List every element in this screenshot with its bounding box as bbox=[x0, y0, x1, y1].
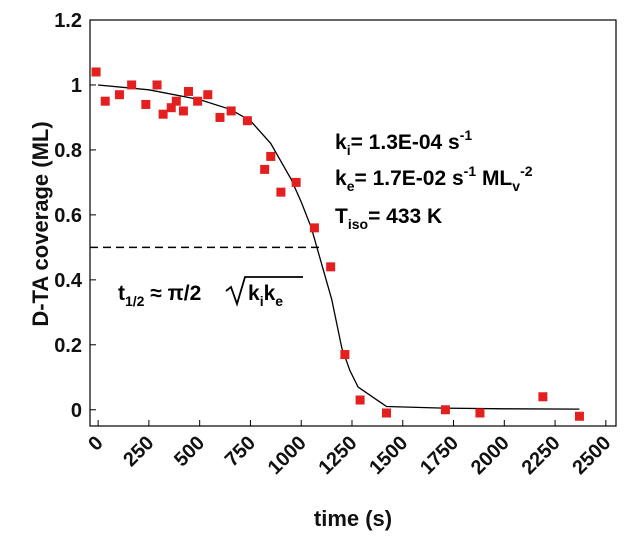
data-point bbox=[127, 80, 137, 90]
ki-symbol: k bbox=[335, 131, 347, 154]
ke-exponent-1: -1 bbox=[464, 163, 477, 179]
thalf-approx: ≈ π/2 bbox=[144, 282, 201, 305]
x-tick-label: 2250 bbox=[518, 432, 565, 479]
y-tick-label: 0.4 bbox=[54, 270, 83, 292]
data-point bbox=[183, 86, 193, 96]
y-axis-title: D-TA coverage (ML) bbox=[28, 121, 53, 326]
radicand-sub2: e bbox=[275, 293, 283, 309]
x-tick-labels: 0 250 500 750 1000 1250 1500 1750 2000 2250 2500 bbox=[84, 432, 615, 479]
ke-subscript: e bbox=[347, 178, 355, 194]
data-point bbox=[260, 164, 270, 174]
ke-symbol: k bbox=[335, 167, 347, 190]
data-point bbox=[382, 408, 392, 418]
y-tick-labels: 0 0.2 0.4 0.6 0.8 1 1.2 bbox=[54, 10, 83, 422]
x-tick-label: 1750 bbox=[416, 432, 463, 479]
ke-exponent-2: -2 bbox=[520, 163, 533, 179]
series-lines bbox=[90, 84, 580, 410]
data-point bbox=[215, 112, 225, 122]
ke-unit-subscript: v bbox=[512, 178, 520, 194]
data-point bbox=[242, 116, 252, 126]
ke-value: = 1.7E-02 s bbox=[354, 167, 463, 190]
tiso-symbol: T bbox=[335, 205, 348, 228]
ki-exponent: -1 bbox=[460, 127, 473, 143]
data-point bbox=[226, 106, 236, 116]
half-life-annotation: t1/2 ≈ π/2 bbox=[118, 282, 201, 309]
plot-frame bbox=[89, 19, 617, 427]
thalf-subscript: 1/2 bbox=[125, 293, 145, 309]
radicand-sub1: i bbox=[260, 293, 264, 309]
data-point bbox=[340, 350, 350, 360]
tiso-annotation: Tiso= 433 K bbox=[335, 205, 442, 232]
fit-curve bbox=[98, 84, 580, 410]
sqrt-radicand: kike bbox=[248, 282, 283, 309]
data-point bbox=[574, 411, 584, 421]
tiso-subscript: iso bbox=[348, 216, 368, 232]
x-tick-label: 1250 bbox=[314, 432, 361, 479]
radicand-k1: k bbox=[248, 282, 260, 305]
data-point bbox=[91, 67, 101, 77]
data-point bbox=[326, 262, 336, 272]
x-axis-title: time (s) bbox=[314, 506, 392, 531]
data-point bbox=[171, 96, 181, 106]
x-tick-label: 750 bbox=[221, 432, 260, 471]
data-point bbox=[100, 96, 110, 106]
tiso-value: = 433 K bbox=[368, 205, 442, 228]
x-tick-label: 1500 bbox=[365, 432, 412, 479]
data-point bbox=[203, 90, 213, 100]
ki-value: = 1.3E-04 s bbox=[351, 131, 460, 154]
data-point bbox=[152, 80, 162, 90]
x-tick-label: 250 bbox=[119, 432, 158, 471]
data-point bbox=[538, 392, 548, 402]
ke-annotation: ke= 1.7E-02 s-1 MLv-2 bbox=[335, 163, 533, 194]
data-point bbox=[276, 187, 286, 197]
data-point bbox=[158, 109, 168, 119]
data-markers bbox=[91, 67, 584, 421]
x-tick-label: 2500 bbox=[568, 432, 615, 479]
ticks bbox=[90, 19, 607, 426]
x-tick-label: 0 bbox=[84, 432, 107, 455]
data-point bbox=[355, 395, 365, 405]
x-tick-label: 2000 bbox=[467, 432, 514, 479]
y-tick-label: 0 bbox=[71, 400, 82, 422]
y-tick-label: 0.6 bbox=[54, 205, 82, 227]
data-point bbox=[193, 96, 203, 106]
thalf-symbol: t bbox=[118, 282, 125, 305]
data-point bbox=[178, 106, 188, 116]
x-tick-label: 500 bbox=[170, 432, 209, 471]
x-tick-label: 1000 bbox=[264, 432, 311, 479]
ke-unit: ML bbox=[476, 167, 512, 190]
sqrt-sign bbox=[225, 276, 303, 307]
radicand-k2: k bbox=[264, 282, 276, 305]
data-point bbox=[166, 103, 176, 113]
data-point bbox=[309, 223, 319, 233]
data-point bbox=[291, 177, 301, 187]
data-point bbox=[114, 90, 124, 100]
ki-annotation: ki= 1.3E-04 s-1 bbox=[335, 127, 472, 158]
data-point bbox=[266, 151, 276, 161]
y-tick-label: 0.8 bbox=[54, 140, 82, 162]
ki-subscript: i bbox=[347, 142, 351, 158]
y-tick-label: 1 bbox=[71, 75, 82, 97]
data-point bbox=[440, 405, 450, 415]
data-point bbox=[141, 99, 151, 109]
y-tick-label: 1.2 bbox=[54, 10, 82, 32]
y-tick-label: 0.2 bbox=[54, 335, 82, 357]
data-point bbox=[475, 408, 485, 418]
